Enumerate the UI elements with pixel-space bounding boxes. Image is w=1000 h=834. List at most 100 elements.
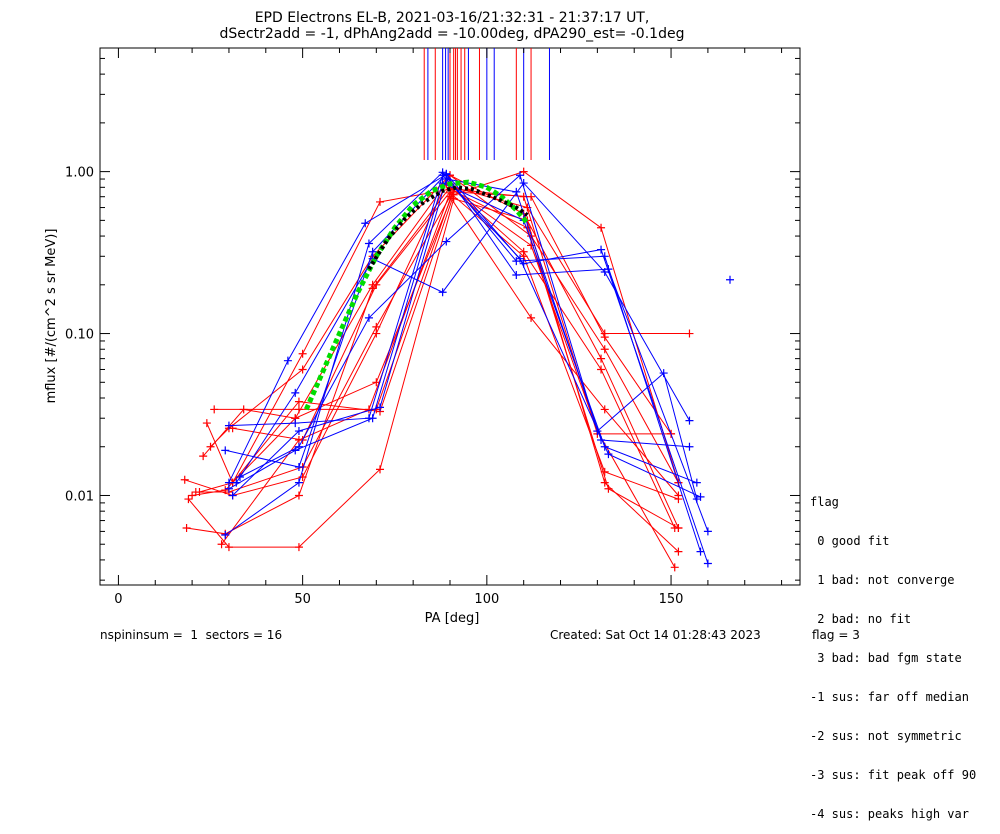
- footer-info: nspininsum = 1 sectors = 16: [100, 628, 283, 642]
- fit-curve-black: [367, 185, 529, 271]
- data-point: [527, 192, 536, 201]
- footer-flag: flag = 3: [812, 628, 860, 642]
- x-tick-label: 50: [294, 592, 311, 607]
- data-point: [294, 427, 303, 436]
- data-point: [294, 478, 303, 487]
- data-point: [188, 491, 197, 500]
- chart: EPD Electrons EL-B, 2021-03-16/21:32:31 …: [44, 10, 801, 626]
- data-series: [180, 167, 734, 572]
- series-line-17: [239, 174, 698, 500]
- data-point: [372, 322, 381, 331]
- data-point: [597, 245, 606, 254]
- data-point: [221, 446, 230, 455]
- data-point: [726, 275, 734, 284]
- data-point: [294, 491, 303, 500]
- data-point: [224, 543, 233, 552]
- data-point: [221, 486, 230, 495]
- series-line-13: [225, 173, 709, 564]
- data-point: [294, 397, 303, 406]
- data-point: [372, 280, 381, 289]
- data-point: [294, 462, 303, 471]
- x-axis-label: PA [deg]: [425, 611, 480, 626]
- data-point: [527, 241, 536, 250]
- data-point: [600, 345, 609, 354]
- data-point: [298, 365, 307, 374]
- data-point: [294, 436, 303, 445]
- data-point: [512, 187, 521, 196]
- legend-item: 2 bad: no fit: [810, 612, 912, 626]
- flag-legend: flag 0 good fit 1 bad: not converge 2 ba…: [810, 470, 976, 834]
- data-point: [291, 419, 300, 428]
- data-point: [685, 416, 694, 425]
- data-point: [600, 442, 609, 451]
- legend-item: -1 sus: far off median: [810, 690, 969, 704]
- legend-item: 1 bad: not converge: [810, 573, 955, 587]
- data-point: [600, 329, 609, 338]
- series-line-12: [225, 171, 701, 552]
- legend-item: 3 bad: bad fgm state: [810, 651, 962, 665]
- series-line-11: [221, 191, 679, 545]
- data-point: [597, 365, 606, 374]
- series-line-8: [195, 195, 679, 496]
- y-tick-label: 0.10: [65, 328, 94, 343]
- fit-curves: [304, 179, 530, 411]
- legend-title: flag: [810, 495, 839, 509]
- data-point: [364, 313, 373, 322]
- data-point: [368, 247, 377, 256]
- x-tick-label: 100: [474, 592, 499, 607]
- data-point: [512, 270, 521, 279]
- legend-item: -2 sus: not symmetric: [810, 729, 962, 743]
- x-tick-label: 150: [659, 592, 684, 607]
- data-point: [674, 547, 683, 556]
- chart-title-line-1: EPD Electrons EL-B, 2021-03-16/21:32:31 …: [255, 10, 650, 26]
- footer-created: Created: Sat Oct 14 01:28:43 2023: [550, 628, 761, 642]
- data-point: [294, 405, 303, 414]
- data-point: [182, 523, 191, 532]
- data-point: [685, 442, 694, 451]
- data-point: [294, 543, 303, 552]
- data-point: [361, 219, 370, 228]
- y-tick-label: 1.00: [65, 166, 94, 181]
- series-line-0: [184, 174, 679, 529]
- data-point: [600, 478, 609, 487]
- legend-item: 0 good fit: [810, 534, 890, 548]
- data-point: [376, 465, 384, 474]
- data-point: [597, 436, 606, 445]
- data-point: [217, 540, 226, 549]
- data-point: [210, 405, 219, 414]
- axes: 0 50 100 150 0.01 0.10 1.00: [65, 48, 800, 607]
- data-point: [527, 313, 536, 322]
- series-line-9: [199, 171, 679, 493]
- x-tick-label: 0: [114, 592, 122, 607]
- data-point: [692, 495, 701, 504]
- data-point: [438, 288, 447, 297]
- data-point: [674, 495, 683, 504]
- data-point: [516, 171, 524, 180]
- data-point: [604, 484, 613, 493]
- data-point: [703, 559, 712, 568]
- data-point: [438, 171, 447, 180]
- data-point: [659, 369, 668, 378]
- data-point: [364, 239, 373, 248]
- data-point: [597, 354, 606, 363]
- data-point: [600, 405, 609, 414]
- data-point: [685, 329, 694, 338]
- data-point: [180, 475, 189, 484]
- data-point: [604, 450, 613, 459]
- data-point: [519, 167, 528, 176]
- series-line-1: [186, 186, 676, 568]
- data-point: [202, 419, 211, 428]
- data-point: [600, 467, 609, 476]
- data-point: [199, 452, 208, 461]
- data-point: [696, 547, 705, 556]
- data-point: [291, 388, 300, 397]
- chart-title-line-2: dSectr2add = -1, dPhAng2add = -10.00deg,…: [220, 26, 685, 42]
- data-point: [670, 563, 679, 572]
- data-point: [294, 442, 303, 451]
- data-point: [298, 349, 307, 358]
- data-point: [195, 488, 204, 497]
- fit-curve-green: [304, 179, 530, 411]
- legend-item: -3 sus: fit peak off 90: [810, 768, 977, 782]
- data-point: [368, 414, 377, 423]
- data-point: [692, 478, 701, 487]
